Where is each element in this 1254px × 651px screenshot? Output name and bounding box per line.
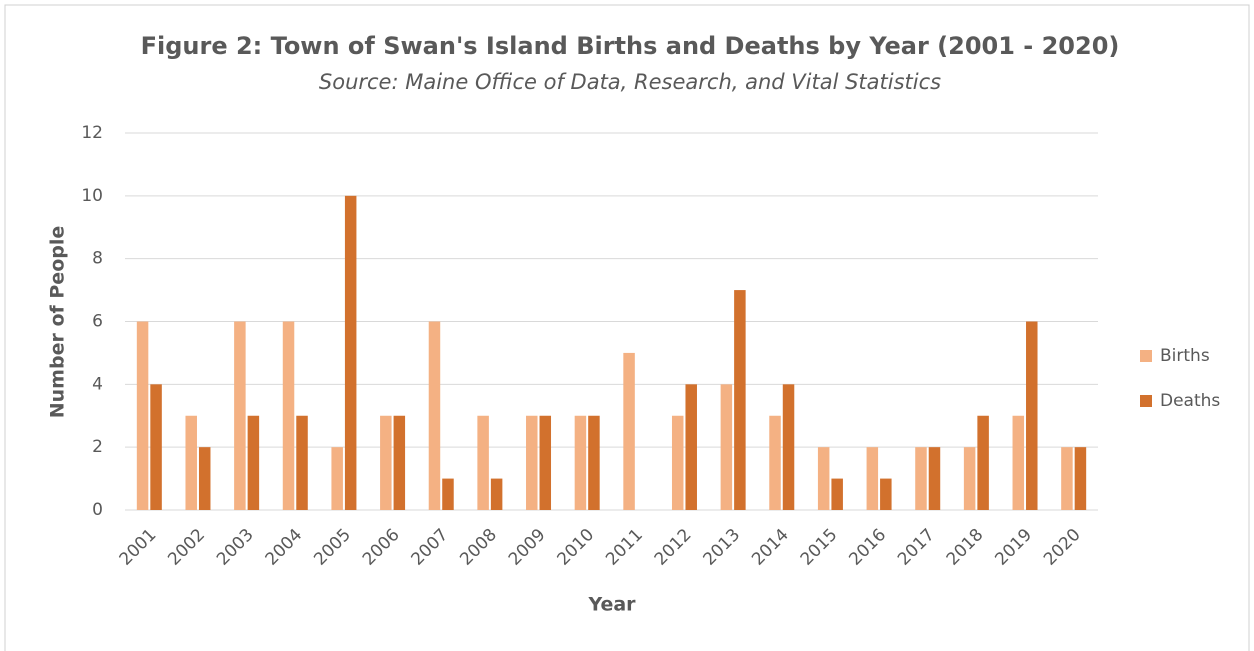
- x-tick-label: 2003: [213, 525, 258, 570]
- y-tick-label: 10: [81, 186, 103, 206]
- x-tick-label: 2013: [699, 525, 744, 570]
- x-axis-label: Year: [587, 594, 636, 616]
- chart-subtitle: Source: Maine Office of Data, Research, …: [319, 70, 941, 94]
- bar: [477, 415, 489, 510]
- x-tick-label: 2010: [554, 525, 599, 570]
- y-tick-label: 0: [92, 500, 103, 520]
- bar: [380, 415, 392, 510]
- bar: [198, 447, 211, 510]
- chart-border: [4, 4, 1250, 651]
- bar: [282, 321, 295, 510]
- bar: [623, 352, 635, 510]
- bar: [539, 415, 552, 510]
- bar: [490, 478, 503, 510]
- x-tick-label: 2014: [748, 525, 793, 570]
- y-tick-label: 12: [81, 123, 103, 143]
- y-tick-label: 2: [92, 437, 103, 457]
- bar: [526, 415, 538, 510]
- bar: [185, 415, 197, 510]
- x-tick-label: 2015: [797, 525, 842, 570]
- bar: [817, 447, 830, 510]
- bar: [393, 415, 406, 510]
- bar: [1074, 447, 1087, 510]
- y-tick-label: 4: [92, 374, 103, 394]
- x-tick-label: 2007: [408, 525, 453, 570]
- bar: [671, 415, 684, 510]
- legend-swatch: [1140, 395, 1152, 407]
- bar: [574, 415, 587, 510]
- x-tick-label: 2011: [602, 525, 647, 570]
- x-tick-label: 2005: [310, 525, 355, 570]
- bar: [1061, 447, 1073, 510]
- y-tick-label: 6: [92, 312, 103, 332]
- bar: [234, 321, 246, 510]
- y-axis-label: Number of People: [47, 226, 69, 419]
- bar: [963, 447, 976, 510]
- x-tick-label: 2012: [651, 525, 696, 570]
- bar: [769, 415, 781, 510]
- legend-swatch: [1140, 350, 1152, 362]
- bar: [588, 415, 600, 510]
- x-tick-label: 2002: [164, 525, 209, 570]
- chart-title: Figure 2: Town of Swan's Island Births a…: [141, 32, 1120, 60]
- y-tick-label: 8: [92, 249, 103, 269]
- bar: [344, 195, 357, 511]
- x-tick-label: 2018: [943, 525, 988, 570]
- x-tick-label: 2020: [1040, 525, 1085, 570]
- bar: [150, 384, 162, 510]
- bar: [915, 447, 927, 510]
- bar: [782, 384, 795, 510]
- bar: [685, 384, 697, 510]
- legend-label: Births: [1160, 346, 1210, 366]
- legend-label: Deaths: [1160, 391, 1220, 411]
- x-tick-label: 2004: [262, 525, 307, 570]
- x-tick-label: 2001: [116, 525, 161, 570]
- bar: [331, 447, 343, 510]
- bar: [1012, 415, 1025, 510]
- bar: [831, 478, 843, 510]
- x-tick-label: 2019: [991, 525, 1036, 570]
- bar: [442, 478, 454, 510]
- x-tick-label: 2017: [894, 525, 939, 570]
- bar: [136, 321, 149, 510]
- x-tick-label: 2009: [505, 525, 550, 570]
- bar: [866, 447, 879, 510]
- bar: [296, 415, 308, 510]
- x-tick-label: 2016: [845, 525, 890, 570]
- x-tick-label: 2006: [359, 525, 404, 570]
- x-tick-label: 2008: [456, 525, 501, 570]
- bar: [734, 290, 746, 510]
- bar: [247, 415, 260, 510]
- bar: [720, 384, 733, 510]
- bar: [428, 321, 441, 510]
- bar: [880, 478, 892, 510]
- bar: [977, 415, 989, 510]
- bar: [928, 447, 941, 510]
- bar: [1026, 321, 1038, 510]
